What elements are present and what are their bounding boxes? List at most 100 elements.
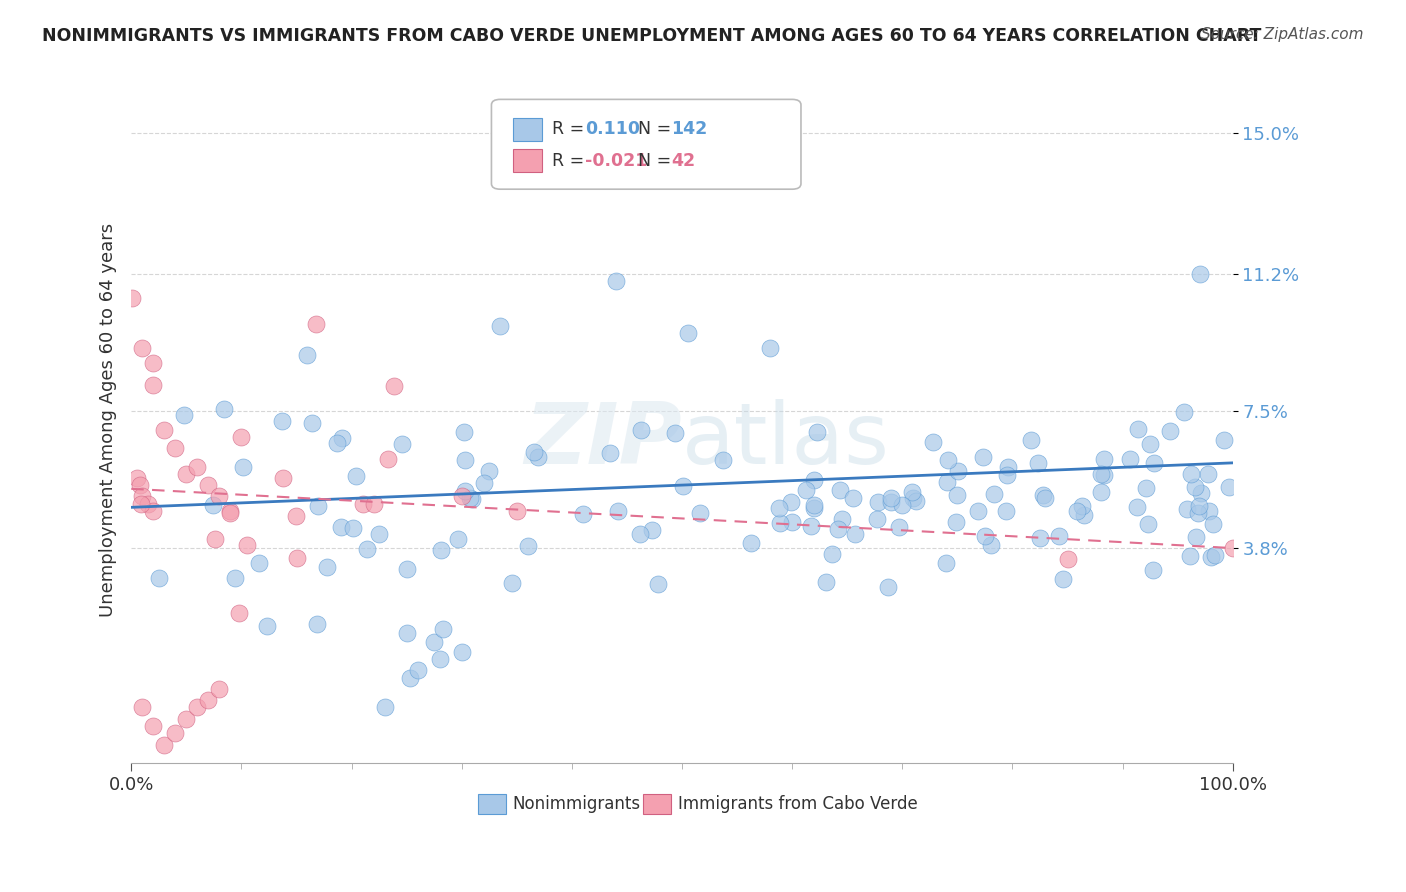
- Point: [1180, 467, 1202, 481]
- Point: [235, 538, 257, 552]
- Point: [301, 416, 323, 430]
- FancyBboxPatch shape: [513, 150, 543, 172]
- Point: [676, 326, 699, 340]
- Point: [450, 645, 472, 659]
- Point: [231, 430, 253, 444]
- Point: [374, 700, 396, 714]
- Point: [1218, 480, 1240, 494]
- Point: [630, 527, 652, 541]
- Point: [1178, 549, 1201, 563]
- Point: [406, 664, 429, 678]
- Point: [1142, 563, 1164, 577]
- Point: [219, 504, 242, 518]
- Point: [395, 626, 418, 640]
- Point: [1139, 436, 1161, 450]
- Point: [460, 492, 482, 507]
- Point: [329, 520, 352, 534]
- Point: [672, 479, 695, 493]
- Point: [866, 494, 889, 508]
- Point: [936, 475, 959, 489]
- Point: [711, 453, 734, 467]
- Point: [165, 726, 187, 740]
- Point: [363, 497, 385, 511]
- Point: [945, 516, 967, 530]
- Point: [1066, 504, 1088, 518]
- Point: [212, 401, 235, 416]
- Point: [1029, 531, 1052, 545]
- Point: [1092, 467, 1115, 482]
- Point: [478, 464, 501, 478]
- Text: N =: N =: [638, 120, 676, 138]
- Point: [1035, 491, 1057, 505]
- Point: [506, 504, 529, 518]
- Point: [740, 535, 762, 549]
- Point: [1188, 267, 1211, 281]
- Point: [1047, 528, 1070, 542]
- Point: [880, 494, 903, 508]
- Point: [501, 576, 523, 591]
- Point: [136, 497, 159, 511]
- Point: [842, 491, 865, 505]
- Point: [131, 489, 153, 503]
- Point: [689, 506, 711, 520]
- Text: Source: ZipAtlas.com: Source: ZipAtlas.com: [1201, 27, 1364, 42]
- Point: [204, 533, 226, 547]
- Point: [759, 341, 782, 355]
- Point: [256, 619, 278, 633]
- Point: [148, 571, 170, 585]
- Point: [208, 489, 231, 503]
- Point: [453, 425, 475, 439]
- Point: [165, 441, 187, 455]
- Point: [997, 459, 1019, 474]
- Point: [876, 580, 898, 594]
- Y-axis label: Unemployment Among Ages 60 to 64 years: Unemployment Among Ages 60 to 64 years: [100, 223, 117, 617]
- Point: [1184, 480, 1206, 494]
- Point: [391, 437, 413, 451]
- Text: NONIMMIGRANTS VS IMMIGRANTS FROM CABO VERDE UNEMPLOYMENT AMONG AGES 60 TO 64 YEA: NONIMMIGRANTS VS IMMIGRANTS FROM CABO VE…: [42, 27, 1261, 45]
- Point: [780, 516, 803, 530]
- Text: Immigrants from Cabo Verde: Immigrants from Cabo Verde: [678, 795, 917, 814]
- Point: [664, 425, 686, 440]
- Text: 0.110: 0.110: [585, 120, 640, 138]
- Point: [517, 539, 540, 553]
- Point: [630, 423, 652, 437]
- Point: [271, 471, 294, 485]
- Point: [121, 291, 143, 305]
- Point: [208, 681, 231, 696]
- Point: [423, 635, 446, 649]
- Point: [1173, 404, 1195, 418]
- Point: [1090, 485, 1112, 500]
- Point: [430, 542, 453, 557]
- Point: [308, 499, 330, 513]
- FancyBboxPatch shape: [644, 794, 671, 814]
- Point: [779, 495, 801, 509]
- Point: [315, 560, 337, 574]
- Point: [454, 453, 477, 467]
- Point: [356, 542, 378, 557]
- Point: [903, 491, 925, 506]
- Point: [297, 348, 319, 362]
- Point: [1222, 541, 1244, 555]
- Point: [342, 521, 364, 535]
- Point: [794, 483, 817, 497]
- Point: [821, 548, 844, 562]
- Point: [605, 274, 627, 288]
- Point: [1056, 552, 1078, 566]
- Point: [1184, 530, 1206, 544]
- Point: [344, 469, 367, 483]
- Point: [305, 616, 328, 631]
- Point: [173, 408, 195, 422]
- Point: [803, 499, 825, 513]
- Text: ZIP: ZIP: [524, 400, 682, 483]
- Point: [142, 356, 165, 370]
- Point: [1213, 433, 1236, 447]
- Point: [330, 431, 353, 445]
- Point: [1197, 467, 1219, 481]
- Point: [866, 512, 889, 526]
- Point: [606, 504, 628, 518]
- Point: [900, 484, 922, 499]
- Point: [186, 700, 208, 714]
- Point: [844, 527, 866, 541]
- Point: [922, 435, 945, 450]
- Point: [814, 575, 837, 590]
